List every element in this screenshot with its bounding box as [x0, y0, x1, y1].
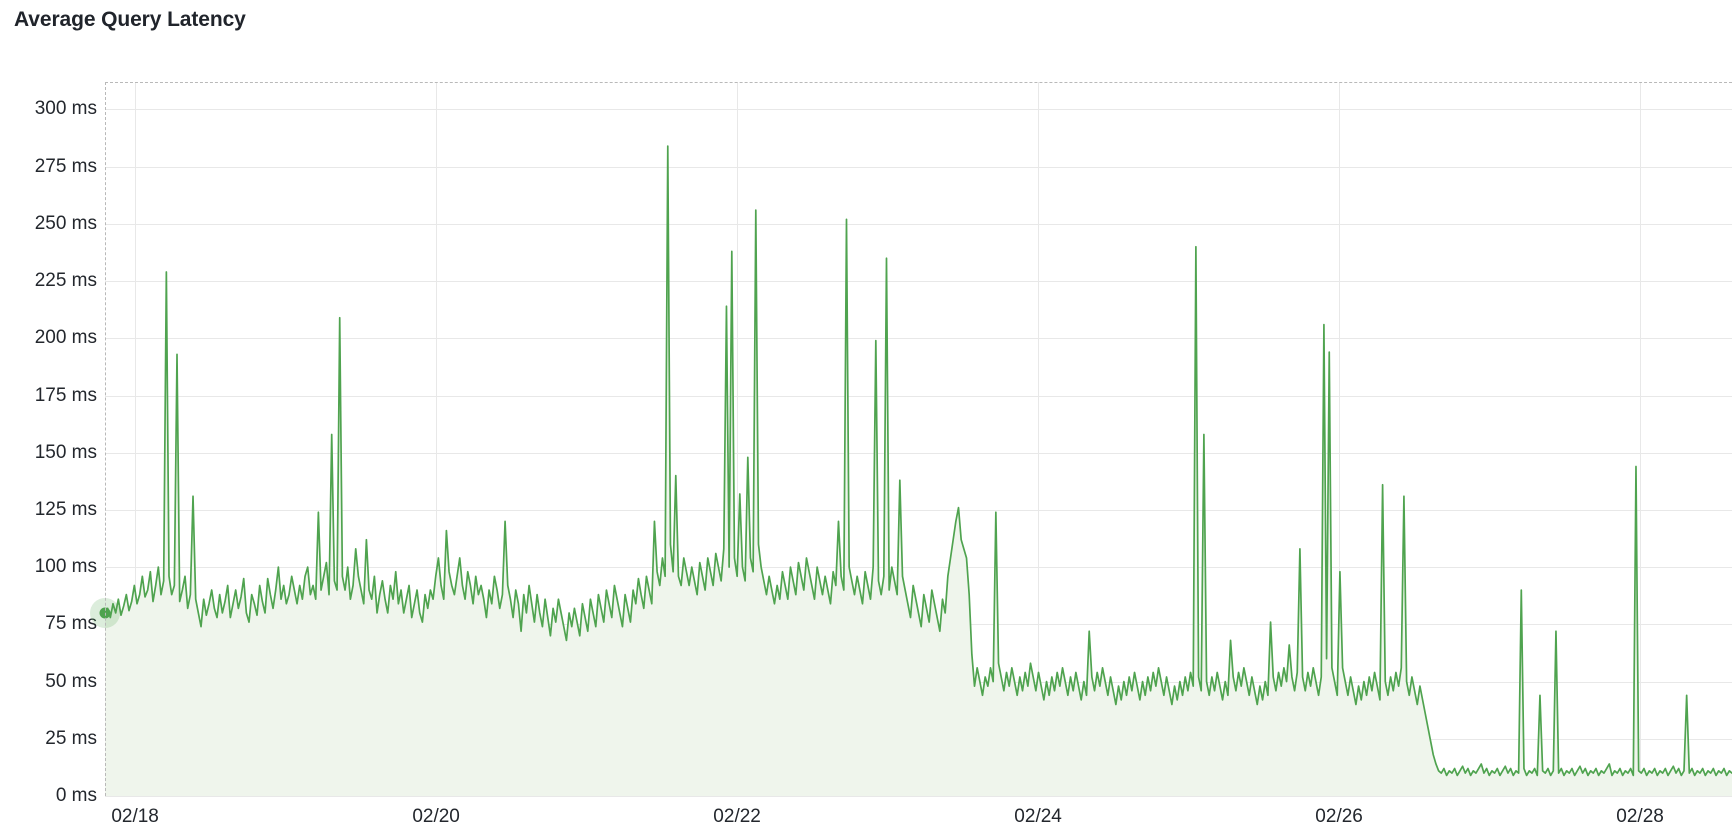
y-tick-label: 175 ms: [34, 384, 97, 406]
gridline-y: [105, 281, 1732, 283]
page-title: Average Query Latency: [14, 8, 246, 31]
y-tick-label: 125 ms: [34, 498, 97, 520]
gridline-y: [105, 395, 1732, 397]
y-tick-label: 50 ms: [45, 670, 97, 692]
gridline-y: [105, 338, 1732, 340]
y-tick-label: 100 ms: [34, 556, 97, 578]
x-tick-label: 02/24: [1014, 806, 1062, 827]
plot-top-border: [105, 82, 1732, 83]
y-tick-label: 250 ms: [34, 212, 97, 234]
y-tick-label: 25 ms: [45, 727, 97, 749]
gridline-x: [1339, 82, 1341, 796]
gridline-y: [105, 796, 1732, 797]
gridline-y: [105, 109, 1732, 111]
gridline-x: [737, 82, 739, 796]
y-tick-label: 150 ms: [34, 441, 97, 463]
x-tick-label: 02/18: [111, 806, 159, 827]
gridline-x: [1038, 82, 1040, 796]
y-tick-label: 75 ms: [45, 613, 97, 635]
series-line: [105, 145, 1732, 777]
gridline-x: [436, 82, 438, 796]
x-tick-label: 02/22: [713, 806, 761, 827]
y-tick-label: 0 ms: [55, 785, 97, 806]
gridline-y: [105, 452, 1732, 454]
gridline-y: [105, 567, 1732, 569]
x-tick-label: 02/20: [412, 806, 460, 827]
series-fill: [105, 146, 1732, 796]
y-tick-label: 275 ms: [34, 155, 97, 177]
gridline-y: [105, 223, 1732, 225]
x-axis: 02/18 02/20 02/22 02/24 02/26 02/28: [0, 806, 1732, 836]
gridline-y: [105, 166, 1732, 168]
plot-left-border: [105, 82, 106, 796]
gridline-y: [105, 509, 1732, 511]
x-tick-label: 02/28: [1616, 806, 1664, 827]
y-tick-label: 300 ms: [34, 98, 97, 120]
plot-area: [90, 82, 1732, 797]
gridline-x: [135, 82, 137, 796]
y-axis: 0 ms 25 ms 50 ms 75 ms 100 ms 125 ms 150 ms 175…: [0, 82, 97, 806]
latency-area-series: [105, 145, 1732, 796]
gridline-x: [1640, 82, 1642, 796]
y-tick-label: 200 ms: [34, 327, 97, 349]
x-tick-label: 02/26: [1315, 806, 1363, 827]
y-tick-label: 225 ms: [34, 270, 97, 292]
